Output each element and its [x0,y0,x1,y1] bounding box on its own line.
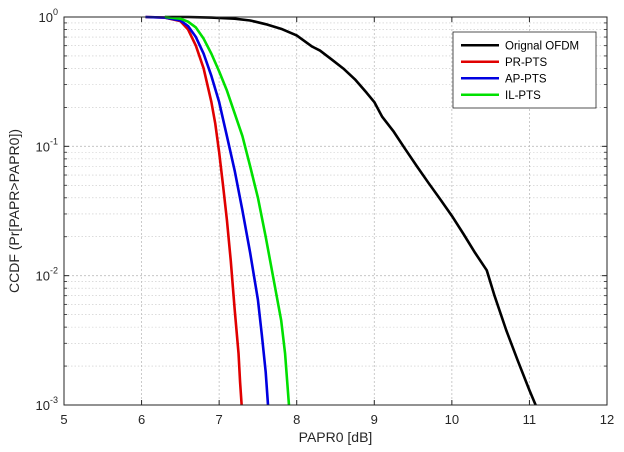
series-line-4 [164,15,291,406]
x-tick-label: 9 [371,412,378,427]
series-layer [145,15,537,406]
x-tick-label: 7 [216,412,223,427]
legend-label: IL-PTS [505,90,541,102]
y-tick-label: 10-1 [36,136,58,154]
x-tick-label: 11 [523,412,537,427]
series-line-1 [164,15,537,406]
plot-frame [63,16,608,406]
x-tick-label: 12 [600,412,614,427]
legend-label: PR-PTS [505,57,548,69]
legend: Orignal OFDM PR-PTS AP-PTS IL-PTS [452,31,597,109]
x-tick-labels: 5 6 7 8 9 10 11 12 [60,412,614,427]
legend-label: AP-PTS [505,73,547,85]
x-axis-label: PAPR0 [dB] [299,429,373,445]
y-tick-label: 10-3 [36,395,58,413]
x-tick-label: 8 [293,412,300,427]
legend-label: Orignal OFDM [505,40,579,52]
axis-ticks [63,16,608,406]
y-axis-label: CCDF (Pr[PAPR>PAPR0]) [6,129,22,293]
series-line-3 [145,15,270,406]
series-line-2 [145,15,243,406]
y-tick-label: 100 [39,7,58,25]
y-tick-label: 10-2 [36,266,58,284]
x-tick-label: 6 [138,412,145,427]
x-tick-label: 5 [60,412,67,427]
x-tick-label: 10 [445,412,459,427]
y-tick-labels: 100 10-1 10-2 10-3 [36,7,58,413]
